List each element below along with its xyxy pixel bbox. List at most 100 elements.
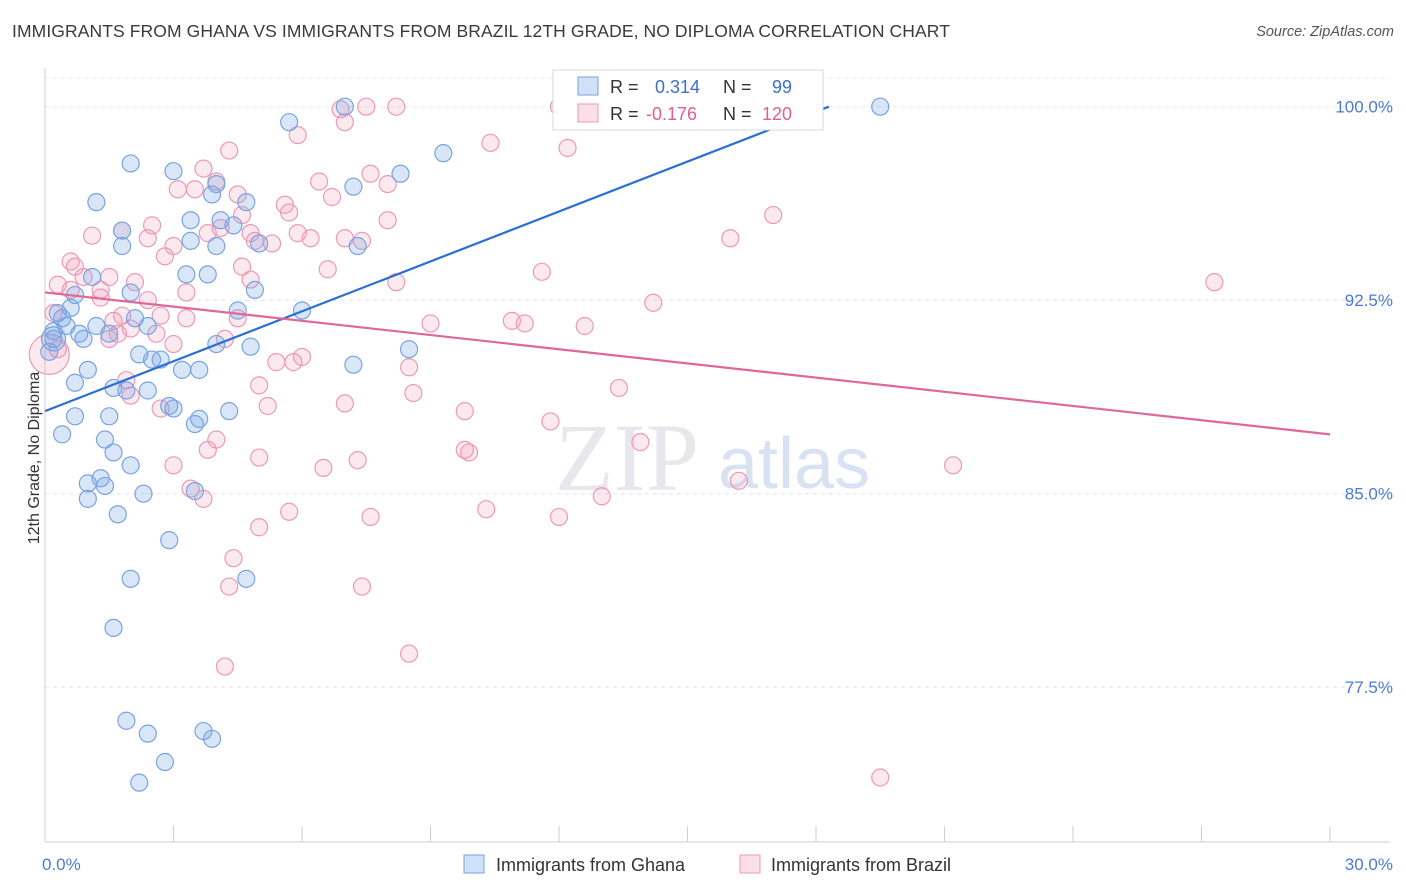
brazil-point bbox=[280, 203, 299, 222]
x-tick-label: 30.0% bbox=[1345, 855, 1393, 874]
chart-source: Source: ZipAtlas.com bbox=[1256, 24, 1394, 40]
ghana-point bbox=[280, 113, 299, 132]
legend-ghana-swatch bbox=[463, 854, 485, 874]
brazil-trend-line bbox=[44, 291, 1331, 436]
y-tick-label: 100.0% bbox=[1335, 98, 1393, 117]
brazil-point bbox=[198, 440, 217, 459]
ghana-point bbox=[164, 162, 183, 181]
brazil-point bbox=[558, 138, 577, 158]
brazil-point bbox=[224, 549, 243, 568]
brazil-point bbox=[515, 314, 534, 333]
ghana-point bbox=[344, 355, 363, 374]
brazil-point bbox=[455, 402, 474, 421]
brazil-point bbox=[262, 234, 282, 253]
ghana-point bbox=[112, 236, 132, 256]
ghana-point bbox=[95, 430, 115, 449]
ghana-point bbox=[181, 211, 200, 230]
ghana-point bbox=[391, 164, 410, 183]
ghana-point bbox=[211, 211, 230, 230]
brazil-point bbox=[481, 133, 500, 152]
brazil-point bbox=[404, 383, 423, 403]
ghana-point bbox=[117, 381, 136, 400]
ghana-point bbox=[121, 283, 140, 302]
brazil-point bbox=[352, 577, 372, 596]
brazil-point bbox=[250, 448, 269, 467]
ghana-point bbox=[344, 177, 363, 196]
brazil-point bbox=[83, 226, 102, 245]
ghana-point bbox=[177, 265, 196, 284]
brazil-point bbox=[44, 304, 63, 323]
brazil-point bbox=[729, 471, 749, 490]
brazil-point bbox=[185, 180, 205, 199]
y-tick-label: 77.5% bbox=[1345, 678, 1393, 697]
ghana-point bbox=[160, 531, 179, 550]
ghana-point bbox=[198, 265, 217, 284]
brazil-point bbox=[280, 502, 299, 521]
brazil-point bbox=[288, 125, 307, 145]
brazil-point bbox=[361, 507, 380, 527]
x-tick-labels: 0.0% 30.0% bbox=[42, 855, 1393, 874]
ghana-point bbox=[155, 752, 175, 772]
grid-lines bbox=[45, 77, 1390, 688]
ghana-point-cluster bbox=[40, 326, 67, 352]
stats-brazil-swatch bbox=[577, 103, 599, 123]
brazil-point bbox=[292, 347, 312, 367]
brazil-point bbox=[301, 229, 320, 248]
ghana-point bbox=[245, 280, 264, 299]
brazil-point bbox=[378, 175, 397, 194]
stats-brazil-n-label: N = bbox=[723, 104, 752, 124]
ghana-point bbox=[104, 443, 123, 462]
chart-title: IMMIGRANTS FROM GHANA VS IMMIGRANTS FROM… bbox=[12, 21, 951, 41]
ghana-point bbox=[78, 474, 97, 493]
brazil-point bbox=[125, 273, 145, 292]
brazil-point bbox=[592, 487, 611, 506]
ghana-point bbox=[100, 324, 119, 343]
ghana-point bbox=[871, 97, 890, 116]
y-tick-label: 92.5% bbox=[1345, 291, 1393, 310]
brazil-point bbox=[168, 180, 187, 199]
ghana-point bbox=[112, 221, 132, 240]
brazil-point bbox=[267, 353, 286, 372]
ghana-point bbox=[138, 381, 157, 400]
ghana-trend-line bbox=[44, 105, 830, 413]
trend-lines bbox=[44, 105, 1331, 436]
ghana-point bbox=[237, 193, 256, 212]
ghana-point bbox=[74, 329, 93, 348]
brazil-point bbox=[322, 187, 342, 207]
brazil-point bbox=[250, 518, 269, 537]
y-tick-labels: 100.0% 92.5% 85.0% 77.5% bbox=[1335, 98, 1393, 698]
brazil-point bbox=[220, 141, 239, 160]
brazil-point bbox=[575, 316, 594, 336]
ghana-points bbox=[40, 97, 890, 792]
brazil-point bbox=[194, 159, 213, 178]
brazil-point bbox=[284, 353, 303, 372]
brazil-point bbox=[335, 394, 354, 413]
brazil-point bbox=[215, 657, 234, 676]
axes bbox=[44, 68, 1390, 843]
ghana-point bbox=[65, 407, 85, 426]
ghana-point bbox=[207, 175, 226, 194]
ghana-point bbox=[134, 484, 153, 503]
brazil-point bbox=[399, 644, 419, 663]
brazil-point bbox=[151, 306, 170, 325]
ghana-point bbox=[241, 337, 260, 356]
y-axis-label: 12th Grade, No Diploma bbox=[26, 372, 43, 545]
brazil-point bbox=[421, 314, 440, 333]
brazil-point bbox=[155, 247, 175, 266]
brazil-point bbox=[477, 500, 496, 519]
ghana-point bbox=[121, 154, 140, 173]
ghana-point bbox=[399, 340, 419, 359]
brazil-point bbox=[532, 262, 551, 281]
legend-brazil-label: Immigrants from Brazil bbox=[771, 855, 951, 875]
ghana-point bbox=[108, 505, 127, 524]
stats-brazil-r-label: R = bbox=[610, 104, 639, 124]
stats-box: R = 0.314 N = 99 R = -0.176 N = 120 bbox=[552, 69, 824, 131]
brazil-point bbox=[177, 283, 196, 302]
brazil-point bbox=[164, 456, 183, 475]
brazil-point bbox=[138, 291, 157, 310]
brazil-point bbox=[220, 577, 239, 596]
brazil-point bbox=[357, 97, 376, 116]
ghana-point bbox=[348, 236, 367, 256]
brazil-point bbox=[764, 205, 783, 225]
brazil-point bbox=[198, 224, 217, 243]
